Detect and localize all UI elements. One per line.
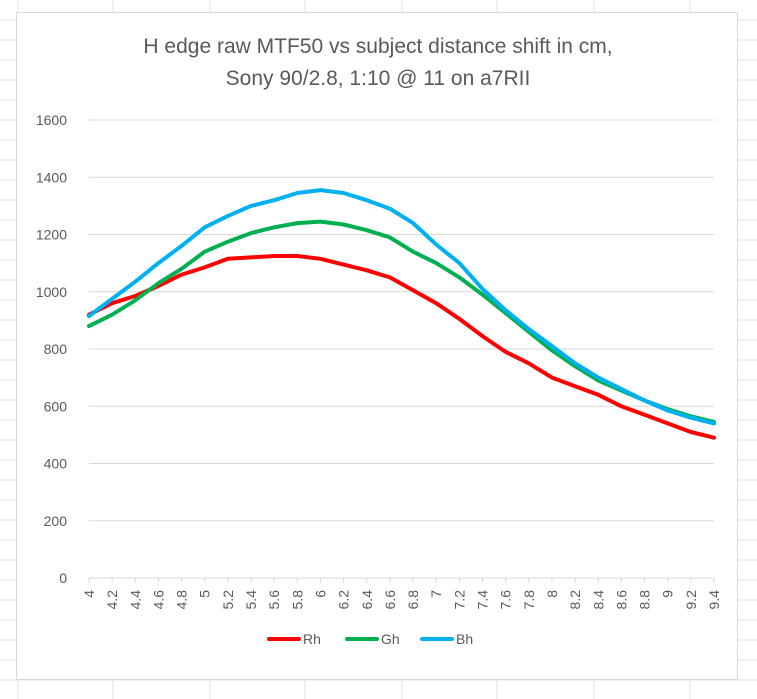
data-series [87, 188, 716, 440]
x-tick-label: 7.2 [451, 590, 467, 610]
x-tick-label: 8.8 [637, 590, 653, 610]
legend-label-bh: Bh [456, 631, 473, 647]
x-tick-label: 5.8 [289, 590, 305, 610]
x-tick-label: 7 [428, 590, 444, 598]
x-tick-label: 7.8 [521, 590, 537, 610]
legend-label-rh: Rh [303, 631, 321, 647]
y-tick-label: 0 [59, 570, 67, 586]
series-line-rh [87, 254, 716, 440]
x-tick-label: 6 [312, 590, 328, 598]
chart-area[interactable]: H edge raw MTF50 vs subject distance shi… [16, 12, 738, 680]
y-tick-label: 1000 [36, 284, 67, 300]
y-tick-label: 400 [44, 456, 68, 472]
series-line-bh [87, 188, 716, 426]
y-tick-label: 1200 [36, 227, 67, 243]
x-tick-label: 6.6 [382, 590, 398, 610]
x-tick-label: 6.4 [359, 590, 375, 610]
x-tick-label: 5.2 [220, 590, 236, 610]
line-chart: H edge raw MTF50 vs subject distance shi… [36, 35, 722, 647]
x-tick-label: 4.2 [104, 590, 120, 610]
x-tick-label: 4.4 [127, 590, 143, 610]
chart-title-line-1: H edge raw MTF50 vs subject distance shi… [143, 35, 612, 58]
axes: 0 200 400 600 800 1000 1200 1400 1600 4 4.2 4.4 4.6 4… [36, 112, 722, 609]
x-tick-label: 4.8 [174, 590, 190, 610]
x-tick-label: 7.6 [498, 590, 514, 610]
x-tick-label: 4.6 [150, 590, 166, 610]
x-tick-label: 8 [544, 590, 560, 598]
y-tick-label: 1600 [36, 112, 67, 128]
x-tick-label: 7.4 [475, 590, 491, 610]
y-tick-label: 1400 [36, 169, 67, 185]
x-tick-label: 5.4 [243, 590, 259, 610]
x-tick-label: 9 [660, 590, 676, 598]
x-tick-label: 4 [81, 590, 97, 598]
x-tick-label: 6.2 [336, 590, 352, 610]
legend: Rh Gh Bh [267, 631, 473, 647]
plot-gridlines [89, 119, 714, 579]
x-tick-label: 5.6 [266, 590, 282, 610]
y-tick-label: 200 [44, 513, 68, 529]
y-tick-label: 600 [44, 398, 68, 414]
chart-title-line-2: Sony 90/2.8, 1:10 @ 11 on a7RII [226, 67, 531, 90]
legend-label-gh: Gh [381, 631, 400, 647]
y-tick-label: 800 [44, 341, 68, 357]
x-tick-label: 5 [197, 590, 213, 598]
x-tick-label: 9.4 [706, 590, 722, 610]
x-tick-label: 8.4 [590, 590, 606, 610]
x-tick-label: 6.8 [405, 590, 421, 610]
x-tick-label: 8.6 [613, 590, 629, 610]
x-tick-label: 8.2 [567, 590, 583, 610]
series-line-gh [87, 219, 716, 424]
x-tick-label: 9.2 [683, 590, 699, 610]
